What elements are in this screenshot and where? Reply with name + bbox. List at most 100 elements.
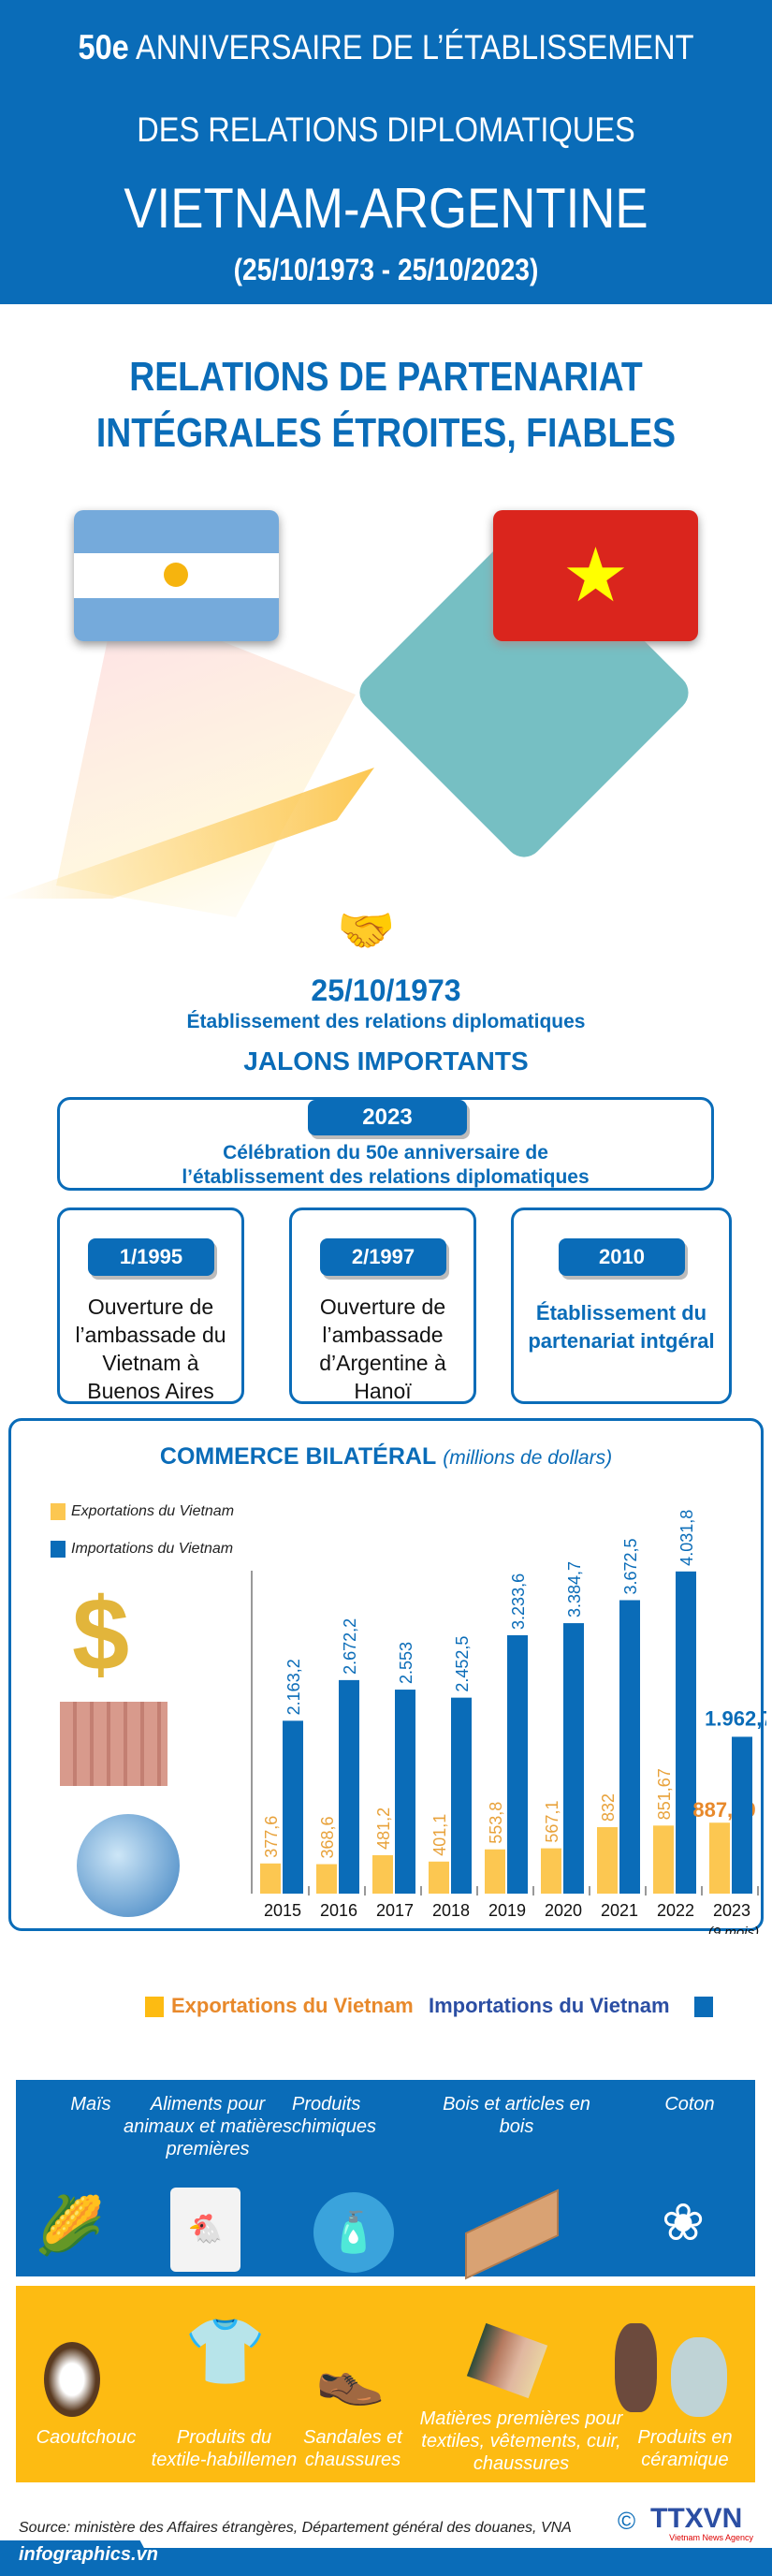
copyright-symbol: © xyxy=(618,2507,636,2535)
category-note: (9 mois) xyxy=(708,1925,759,1934)
milestone-text: Ouverture de l’ambassade du Vietnam à Bu… xyxy=(75,1295,226,1403)
fabric-swatches-icon xyxy=(466,2322,548,2399)
swatch-imports xyxy=(693,1997,713,2018)
chemical-bottle-icon: 🧴 xyxy=(313,2192,394,2273)
import-bar-2015 xyxy=(283,1720,303,1894)
shipping-container-icon xyxy=(60,1702,168,1786)
milestone-1997: 2/1997 Ouverture de l’ambassade d’Argent… xyxy=(289,1208,476,1404)
chart-title: COMMERCE BILATÉRAL (millions de dollars) xyxy=(159,1443,613,1470)
data-label: 377,6 xyxy=(262,1816,281,1858)
site-link[interactable]: infographics.vn xyxy=(19,2544,158,2565)
milestone-year: 2010 xyxy=(559,1238,685,1276)
milestone-1995: 1/1995 Ouverture de l’ambassade du Vietn… xyxy=(57,1208,244,1404)
import-bar-2018 xyxy=(451,1697,472,1894)
product-label: Caoutchouc xyxy=(36,2427,137,2448)
data-label: 481,2 xyxy=(374,1808,393,1850)
x-tick-label: 2015 xyxy=(264,1901,301,1920)
data-label: 368,6 xyxy=(318,1816,337,1858)
subtitle-line1: RELATIONS DE PARTENARIAT xyxy=(129,354,643,400)
x-tick-label: 2022 xyxy=(657,1901,694,1920)
footer-tab xyxy=(0,2540,159,2576)
product-label: Bois et articles en bois xyxy=(443,2094,590,2137)
import-bar-2019 xyxy=(507,1634,528,1894)
product-label: Maïs xyxy=(70,2094,111,2115)
argentina-flag-icon xyxy=(74,510,279,641)
rubber-icon xyxy=(44,2342,100,2417)
subtitle-line2: INTÉGRALES ÉTROITES, FIABLES xyxy=(95,410,677,456)
data-label: 3.384,7 xyxy=(565,1561,584,1617)
product-label: Produits chimiques xyxy=(292,2094,377,2137)
export-bar-2018 xyxy=(429,1861,449,1894)
product-label: Produits en céramique xyxy=(637,2427,733,2470)
vietnam-flag-icon: ★ xyxy=(493,510,698,641)
shirt-icon: 👕 xyxy=(184,2315,267,2388)
x-tick-label: 2017 xyxy=(376,1901,414,1920)
import-bar-2020 xyxy=(563,1623,584,1894)
import-bar-2023 xyxy=(732,1736,752,1894)
legend-exports: Exportations du Vietnam xyxy=(51,1503,234,1520)
data-label: 3.672,5 xyxy=(621,1538,640,1594)
source-text: Source: ministère des Affaires étrangère… xyxy=(19,2520,572,2536)
product-label: Produits du textile-habillemen xyxy=(151,2427,298,2470)
data-label: 553,8 xyxy=(487,1802,505,1844)
milestones-title: JALONS IMPORTANTS xyxy=(243,1046,529,1076)
milestone-year: 2023 xyxy=(308,1100,467,1135)
cotton-icon: ❀ xyxy=(662,2193,706,2251)
x-tick-label: 2020 xyxy=(545,1901,582,1920)
product-label: Sandales et chaussures xyxy=(303,2427,402,2470)
data-label: 567,1 xyxy=(543,1801,561,1843)
header-line2: DES RELATIONS DIPLOMATIQUES xyxy=(137,110,635,149)
bottom-legend-imports: Importations du Vietnam xyxy=(429,1994,713,2018)
trade-chart-panel: COMMERCE BILATÉRAL (millions de dollars)… xyxy=(8,1418,766,1934)
header-dates: (25/10/1973 - 25/10/2023) xyxy=(233,253,539,286)
export-bar-2019 xyxy=(485,1849,505,1894)
ttxvn-logo-text: TTXVN xyxy=(650,2503,743,2534)
data-label: 3.233,6 xyxy=(509,1573,528,1630)
export-bar-2017 xyxy=(372,1854,393,1894)
export-bar-2020 xyxy=(541,1848,561,1894)
x-tick-label: 2018 xyxy=(432,1901,470,1920)
milestone-text: Ouverture de l’ambassade d’Argentine à H… xyxy=(319,1295,446,1403)
data-label: 832 xyxy=(599,1793,618,1822)
globe-with-boxes-icon xyxy=(77,1814,180,1917)
legend-imports: Importations du Vietnam xyxy=(51,1541,233,1558)
establishment-date: 25/10/1973 xyxy=(311,973,461,1007)
export-bar-2015 xyxy=(260,1863,281,1894)
header-line3: VIETNAM-ARGENTINE xyxy=(124,177,648,240)
milestone-year: 1/1995 xyxy=(88,1238,214,1276)
dollar-sign-icon: $ xyxy=(72,1577,130,1692)
import-bar-2016 xyxy=(339,1679,359,1894)
data-label: 2.672,2 xyxy=(341,1618,359,1675)
wood-planks-icon xyxy=(465,2188,559,2280)
corn-icon: 🌽 xyxy=(35,2194,105,2257)
milestone-text: Établissement du partenariat intgéral xyxy=(528,1301,715,1353)
milestone-2010: 2010 Établissement du partenariat intgér… xyxy=(511,1208,732,1404)
bottom-legend-exports: Exportations du Vietnam xyxy=(145,1994,414,2018)
imports-products-panel: Maïs Aliments pour animaux et matières p… xyxy=(16,2080,755,2280)
x-tick-label: 2019 xyxy=(488,1901,526,1920)
data-label: 2.452,5 xyxy=(453,1636,472,1692)
x-tick-label: 2016 xyxy=(320,1901,357,1920)
brown-vase-icon xyxy=(615,2323,657,2412)
product-label: Aliments pour animaux et matières premiè… xyxy=(123,2094,293,2159)
data-label: 2.553 xyxy=(397,1642,415,1684)
export-bar-2021 xyxy=(597,1826,618,1894)
handshake-icon: 🤝 xyxy=(337,904,396,957)
ttxvn-logo: TTXVN Vietnam News Agency xyxy=(650,2505,753,2543)
data-label: 2.163,2 xyxy=(284,1659,303,1715)
exports-products-panel: 👕 👞 Caoutchouc Produits du textile-habil… xyxy=(16,2286,755,2482)
bar-chart: 377,6 2.163,2 2015 368,6 2.672,2 2016 481,2 2.5… xyxy=(251,1510,766,1934)
x-tick-label: 2023 xyxy=(713,1901,750,1920)
product-label: Coton xyxy=(664,2094,715,2115)
data-label: 851,67 xyxy=(655,1768,674,1820)
import-bar-2022 xyxy=(676,1571,696,1894)
import-bar-2017 xyxy=(395,1690,415,1894)
milestone-year: 2/1997 xyxy=(320,1238,446,1276)
swatch-exports xyxy=(145,1997,164,2018)
data-label: 401,1 xyxy=(430,1814,449,1856)
establishment-label: Établissement des relations diplomatique… xyxy=(186,1011,586,1032)
legend-swatch-imports xyxy=(51,1541,66,1558)
product-label: Matières premières pour textiles, vêteme… xyxy=(419,2408,623,2474)
header: 50e ANNIVERSAIRE DE L’ÉTABLISSEMENT DES … xyxy=(0,0,772,304)
legend-swatch-exports xyxy=(51,1503,66,1520)
